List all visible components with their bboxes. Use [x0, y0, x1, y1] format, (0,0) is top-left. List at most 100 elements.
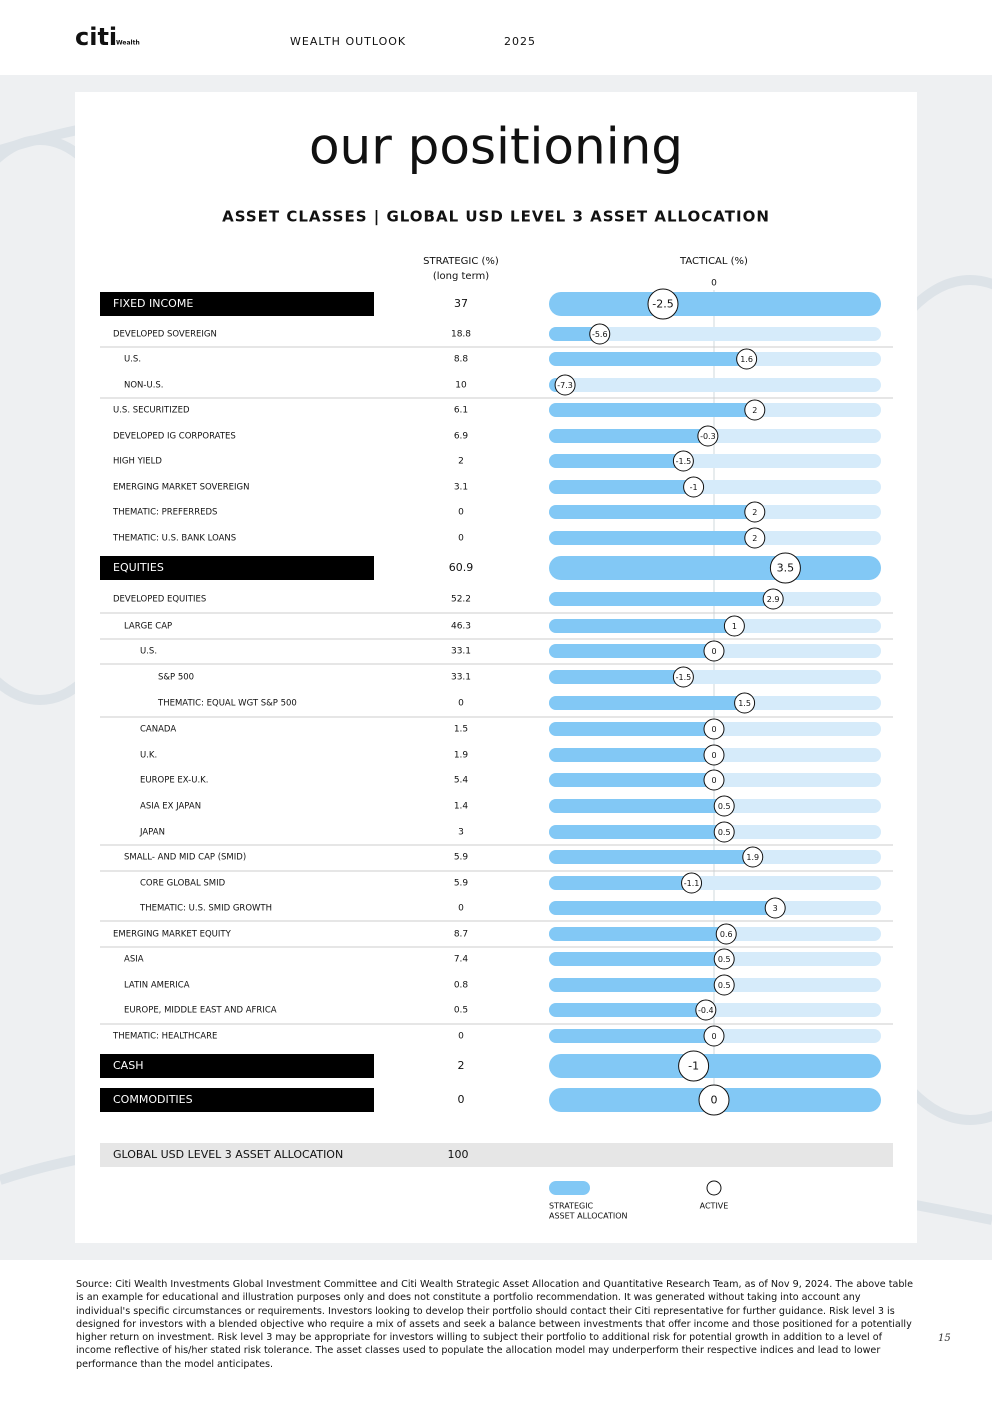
tactical-value: 0: [711, 1094, 718, 1107]
strategic-value: 0: [458, 534, 464, 544]
group-label: EQUITIES: [113, 561, 164, 574]
tactical-bar: [549, 531, 755, 545]
subtitle: ASSET CLASSES | GLOBAL USD LEVEL 3 ASSET…: [222, 208, 770, 227]
row-label: U.K.: [140, 751, 157, 761]
strategic-value: 33.1: [451, 673, 471, 683]
row-label: THEMATIC: PREFERREDS: [112, 508, 217, 518]
group-header: [100, 1054, 374, 1078]
column-header: STRATEGIC (%): [423, 256, 499, 267]
strategic-value: 0: [458, 1032, 464, 1042]
tactical-bar: [549, 696, 745, 710]
active-marker: [672, 450, 694, 472]
active-marker: [762, 588, 784, 610]
tactical-value: 2: [752, 406, 757, 415]
row-label: NON-U.S.: [124, 381, 164, 391]
strategic-value: 60.9: [449, 561, 474, 574]
active-marker: [703, 769, 725, 791]
row-label: THEMATIC: EQUAL WGT S&P 500: [157, 699, 297, 709]
tactical-value: 0.5: [718, 802, 731, 811]
tactical-bar: [549, 850, 753, 864]
active-marker: [764, 897, 786, 919]
tactical-value: 0: [711, 647, 716, 656]
column-note: (long term): [433, 271, 489, 282]
active-marker: [744, 399, 766, 421]
tactical-value: -1: [690, 483, 698, 492]
tactical-value: 1.6: [740, 355, 753, 364]
tactical-bar: [549, 825, 725, 839]
brand: citi: [75, 23, 117, 51]
strategic-value: 7.4: [454, 955, 469, 965]
row-label: DEVELOPED IG CORPORATES: [113, 432, 236, 442]
group-label: COMMODITIES: [113, 1093, 193, 1106]
page-number: 15: [938, 1333, 951, 1344]
row-label: DEVELOPED EQUITIES: [113, 595, 206, 605]
tactical-bar: [549, 876, 692, 890]
active-marker: [715, 923, 737, 945]
active-marker: [744, 501, 766, 523]
row-label: EUROPE EX-U.K.: [140, 776, 208, 786]
row-label: EMERGING MARKET EQUITY: [113, 930, 232, 940]
group-label: FIXED INCOME: [113, 297, 193, 310]
tactical-value: 2.9: [767, 595, 780, 604]
active-marker: [589, 323, 611, 345]
row-label: HIGH YIELD: [113, 457, 162, 467]
strategic-value: 52.2: [451, 595, 471, 605]
tactical-bar: [549, 505, 755, 519]
active-marker: [713, 974, 735, 996]
tactical-value: -7.3: [557, 381, 573, 390]
active-marker: [742, 846, 764, 868]
row-label: THEMATIC: U.S. SMID GROWTH: [139, 904, 272, 914]
strategic-bar: [549, 1054, 881, 1078]
tactical-value: 0.5: [718, 828, 731, 837]
row-label: EUROPE, MIDDLE EAST AND AFRICA: [124, 1006, 277, 1016]
tactical-value: 1: [732, 622, 737, 631]
strategic-value: 5.4: [454, 776, 469, 786]
tactical-bar: [549, 952, 725, 966]
strategic-value: 0: [458, 1093, 465, 1106]
active-marker: [681, 872, 703, 894]
active-marker: [695, 999, 717, 1021]
active-marker: [703, 718, 725, 740]
tactical-value: -5.6: [592, 330, 608, 339]
tactical-value: 0.6: [720, 930, 733, 939]
strategic-value: 46.3: [451, 622, 471, 632]
strategic-bar: [549, 292, 881, 316]
group-header: [100, 1088, 374, 1112]
tactical-value: 0: [711, 776, 716, 785]
active-marker: [703, 744, 725, 766]
tactical-bar: [549, 480, 694, 494]
tactical-value: -0.4: [698, 1006, 714, 1015]
strategic-value: 0.8: [454, 981, 469, 991]
row-label: S&P 500: [158, 673, 194, 683]
strategic-value: 1.4: [454, 802, 469, 812]
group-header: [100, 292, 374, 316]
tactical-bar: [549, 327, 600, 341]
tactical-bar: [549, 1029, 714, 1043]
strategic-value: 5.9: [454, 853, 469, 863]
tactical-value: 1.9: [746, 853, 759, 862]
strategic-value: 37: [454, 297, 468, 310]
tactical-value: 2: [752, 508, 757, 517]
active-marker: [713, 948, 735, 970]
tactical-bar: [549, 799, 725, 813]
tactical-value: 0.5: [718, 981, 731, 990]
tactical-bar: [549, 352, 747, 366]
footnote: Source: Citi Wealth Investments Global I…: [76, 1279, 914, 1370]
row-label: U.S. SECURITIZED: [113, 406, 190, 416]
row-label: ASIA EX JAPAN: [140, 802, 201, 812]
tactical-value: -1.5: [676, 673, 692, 682]
active-marker: [703, 1025, 725, 1047]
tactical-bar: [549, 644, 714, 658]
total-row: [100, 1143, 893, 1167]
strategic-value: 8.7: [454, 930, 468, 940]
tactical-bar: [549, 773, 714, 787]
publication: WEALTH OUTLOOK: [290, 35, 406, 48]
tactical-bar: [549, 748, 714, 762]
strategic-value: 8.8: [454, 355, 469, 365]
group-header: [100, 556, 374, 580]
tactical-bar: [549, 670, 684, 684]
tactical-bar: [549, 1003, 706, 1017]
tactical-bar: [549, 901, 776, 915]
